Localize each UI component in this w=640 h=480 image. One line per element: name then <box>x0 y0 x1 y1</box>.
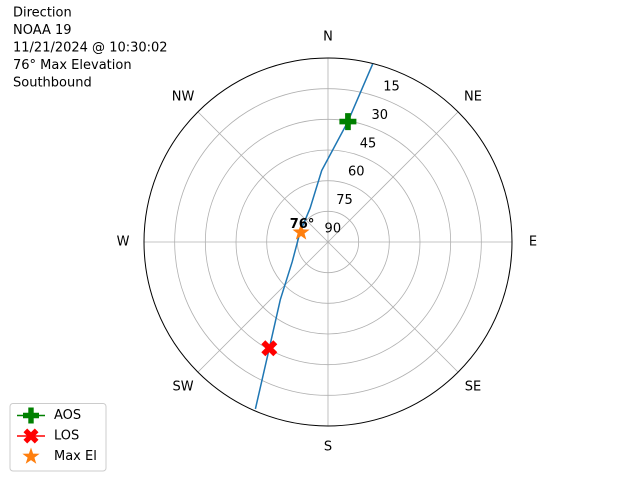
polar-frame <box>143 57 513 427</box>
theta-tick-label: NE <box>464 90 482 105</box>
title-line: Southbound <box>13 76 92 91</box>
legend-marker <box>23 407 39 424</box>
grid-spoke <box>197 241 329 373</box>
grid-spoke <box>327 241 459 373</box>
legend-marker <box>23 428 39 444</box>
legend-label: LOS <box>54 429 79 444</box>
theta-tick-label: W <box>117 235 130 250</box>
r-tick-label: 45 <box>360 136 377 151</box>
title-line: 11/21/2024 @ 10:30:02 <box>13 41 168 56</box>
legend-label: Max El <box>54 449 97 464</box>
marker <box>292 223 310 240</box>
title-line: NOAA 19 <box>13 23 72 38</box>
theta-tick-label: NW <box>172 90 195 105</box>
grid-spoke <box>327 111 459 243</box>
r-tick-label: 90 <box>325 221 342 236</box>
title-line: Direction <box>13 6 72 21</box>
legend-label: AOS <box>54 408 81 423</box>
legend-marker <box>22 447 40 464</box>
r-tick-label: 75 <box>336 193 353 208</box>
marker <box>339 113 357 131</box>
theta-tick-label: E <box>529 235 537 250</box>
value-label: 76° <box>290 217 315 232</box>
title-line: 76° Max Elevation <box>13 58 132 73</box>
theta-tick-label: SE <box>465 379 481 394</box>
r-tick-label: 30 <box>371 108 388 123</box>
theta-tick-label: S <box>324 440 332 455</box>
grid-spoke <box>197 111 329 243</box>
theta-tick-label: SW <box>172 379 193 394</box>
r-tick-label: 60 <box>348 165 365 180</box>
theta-tick-label: N <box>323 30 333 45</box>
r-tick-label: 15 <box>383 80 400 95</box>
marker <box>261 340 278 357</box>
